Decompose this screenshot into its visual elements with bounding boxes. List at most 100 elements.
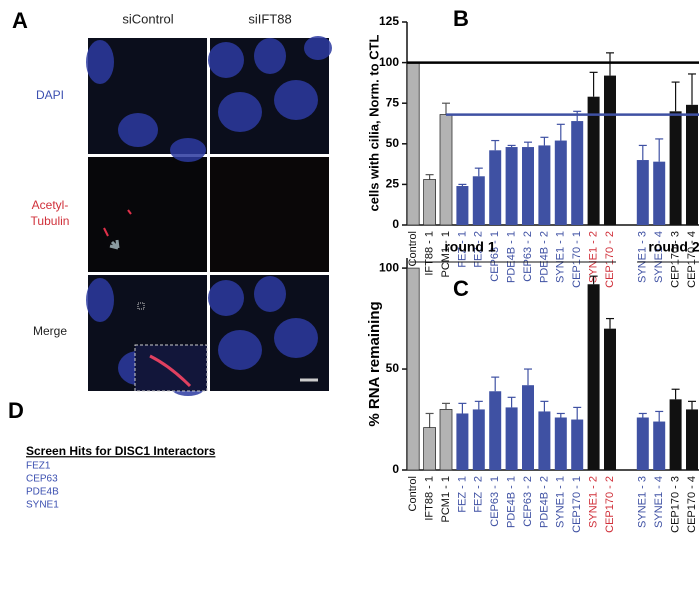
x-tick-label: CEP170 - 3: [670, 476, 682, 533]
bar: [472, 409, 485, 470]
arrow: [109, 239, 120, 250]
x-tick-label: CEP170 - 1: [571, 231, 583, 288]
y-tick-label: 100: [379, 260, 399, 274]
bar: [522, 147, 534, 225]
row-label: DAPI: [36, 88, 64, 102]
bar: [653, 161, 666, 225]
bar: [522, 385, 534, 470]
bar: [439, 114, 453, 226]
column-label: siIFT88: [248, 11, 291, 26]
y-axis-label: cells with cilia, Norm. to CTL: [366, 34, 381, 211]
list-title: Screen Hits for DISC1 Interactors: [26, 444, 216, 458]
list-item: CEP63: [26, 474, 58, 485]
x-tick-label: CEP63 - 1: [489, 476, 501, 527]
bar: [423, 179, 437, 226]
x-tick-label: CEP170 - 1: [571, 476, 583, 533]
bar: [489, 150, 502, 225]
group-label: round 2: [648, 239, 699, 255]
y-axis-label: % RNA remaining: [366, 301, 383, 426]
panel-label: B: [453, 6, 469, 31]
bar: [636, 160, 649, 225]
bar: [505, 147, 518, 225]
group-label: round 1: [444, 239, 496, 255]
bar: [686, 104, 698, 225]
cilium: [103, 227, 109, 237]
bar: [604, 75, 616, 225]
bar: [538, 411, 551, 470]
bar: [554, 140, 567, 225]
x-tick-label: SYNE1 - 4: [653, 231, 665, 283]
x-tick-label: Control: [407, 231, 419, 266]
image: [210, 157, 329, 272]
microscopy-images: [86, 36, 332, 396]
x-tick-label: CEP170 - 4: [686, 476, 698, 533]
x-tick-label: FEZ - 2: [473, 476, 485, 513]
bar: [686, 409, 698, 470]
panel-label: D: [8, 398, 24, 423]
cilium: [127, 209, 132, 215]
x-tick-label: CEP63 - 1: [489, 231, 501, 282]
x-tick-label: IFT88 - 1: [424, 476, 436, 521]
x-tick-label: SYNE1 - 2: [588, 476, 600, 528]
x-tick-label: SYNE1 - 3: [637, 476, 649, 528]
x-tick-label: CEP170 - 4: [686, 231, 698, 288]
bar: [636, 417, 649, 470]
bar: [423, 427, 437, 471]
x-tick-label: FEZ - 1: [456, 231, 468, 268]
x-tick-label: PDE4B - 1: [506, 231, 518, 283]
x-tick-label: FEZ - 1: [456, 476, 468, 513]
x-tick-label: IFT88 - 1: [424, 231, 436, 276]
row-label: Tubulin: [31, 214, 70, 228]
column-label: siControl: [122, 11, 173, 26]
x-tick-label: PDE4B - 2: [538, 231, 550, 283]
bar: [538, 145, 551, 225]
cilium: [149, 354, 192, 388]
bar: [587, 284, 600, 470]
bar: [571, 121, 584, 225]
y-tick-label: 75: [386, 95, 400, 109]
bar: [669, 399, 682, 470]
x-tick-label: SYNE1 - 4: [653, 476, 665, 528]
x-tick-label: PCM1 - 1: [440, 231, 452, 277]
bar: [406, 267, 420, 471]
y-tick-label: 50: [386, 136, 400, 150]
bar: [406, 62, 420, 226]
list-item: FEZ1: [26, 461, 51, 472]
x-tick-label: CEP170 - 3: [670, 231, 682, 288]
bar: [456, 413, 469, 470]
bar: [653, 421, 666, 470]
list-item: PDE4B: [26, 487, 59, 498]
y-tick-label: 100: [379, 55, 399, 69]
x-tick-label: SYNE1 - 1: [555, 231, 567, 283]
x-tick-label: SYNE1 - 2: [588, 231, 600, 283]
x-tick-label: Control: [407, 476, 419, 511]
list-item: SYNE1: [26, 500, 59, 511]
y-tick-label: 0: [392, 217, 399, 231]
row-label: Acetyl-: [32, 198, 69, 212]
bar: [489, 391, 502, 470]
y-tick-label: 25: [386, 177, 400, 191]
y-tick-label: 125: [379, 14, 399, 28]
y-tick-label: 0: [392, 462, 399, 476]
x-tick-label: CEP170 - 2: [604, 476, 616, 533]
x-tick-label: CEP63 - 2: [522, 231, 534, 282]
x-tick-label: PCM1 - 1: [440, 476, 452, 522]
bar: [587, 96, 600, 225]
x-tick-label: SYNE1 - 1: [555, 476, 567, 528]
bar: [472, 176, 485, 225]
x-tick-label: PDE4B - 2: [538, 476, 550, 528]
y-tick-label: 50: [386, 361, 400, 375]
x-tick-label: SYNE1 - 3: [637, 231, 649, 283]
x-tick-label: FEZ - 2: [473, 231, 485, 268]
bar: [669, 111, 682, 225]
bar: [439, 409, 453, 471]
bar: [571, 419, 584, 470]
x-tick-label: CEP170 - 2: [604, 231, 616, 288]
row-label: Merge: [33, 324, 67, 338]
panel-label: C: [453, 276, 469, 301]
image: [88, 157, 207, 272]
x-tick-label: CEP63 - 2: [522, 476, 534, 527]
bar: [456, 186, 469, 225]
x-tick-label: PDE4B - 1: [506, 476, 518, 528]
